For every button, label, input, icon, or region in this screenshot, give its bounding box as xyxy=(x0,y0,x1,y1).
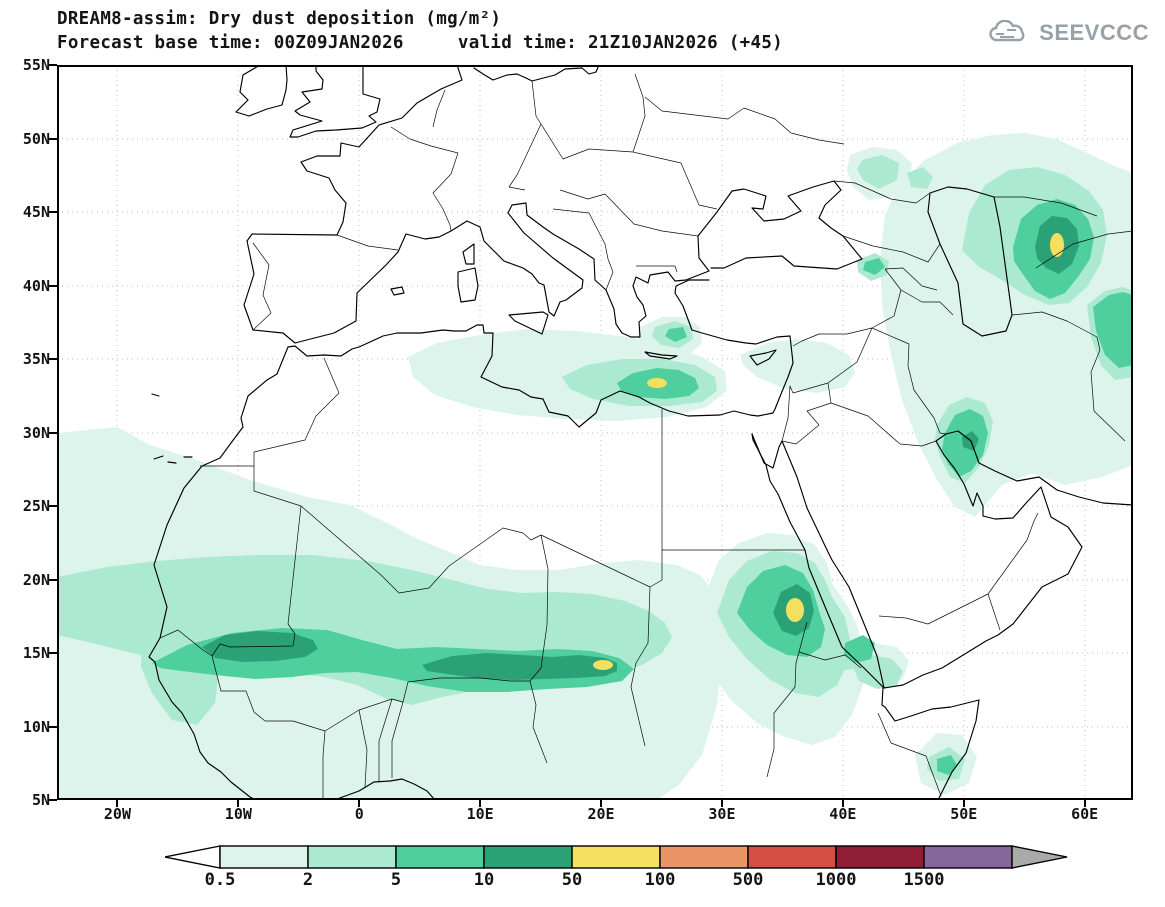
colorbar-segment xyxy=(571,845,661,869)
coastline-sinai xyxy=(751,433,783,469)
map xyxy=(57,65,1133,800)
island-cyprus xyxy=(749,349,777,366)
colorbar-segment xyxy=(923,845,1013,869)
colorbar-segment xyxy=(659,845,749,869)
x-axis-tick xyxy=(841,800,844,807)
y-axis-label: 10N xyxy=(22,717,50,736)
y-axis-label: 25N xyxy=(22,497,50,515)
y-axis-tick xyxy=(49,578,57,581)
y-axis-tick xyxy=(49,505,57,507)
y-axis-tick xyxy=(49,137,57,140)
coastline-horn-red-sea xyxy=(751,433,980,800)
coastline-baltic xyxy=(473,65,600,82)
y-axis-label: 30N xyxy=(22,423,50,442)
x-axis-tick xyxy=(720,800,723,807)
x-axis-label: 50E xyxy=(950,805,978,823)
y-axis-tick xyxy=(49,725,57,728)
x-axis-label: 20W xyxy=(103,805,131,823)
x-axis-tick xyxy=(237,800,240,807)
colorbar-segment xyxy=(835,845,925,869)
country-borders xyxy=(159,73,1133,799)
colorbar-segment xyxy=(395,845,485,869)
colorbar-value-label: 50 xyxy=(561,870,583,890)
x-axis-tick xyxy=(116,800,119,807)
island-corsica xyxy=(462,243,475,265)
y-axis-label: 5N xyxy=(31,791,50,809)
y-axis-label: 40N xyxy=(22,276,50,295)
island-mallorca xyxy=(390,286,405,296)
x-axis-tick xyxy=(358,800,361,807)
y-axis-tick xyxy=(49,799,57,801)
x-axis-tick xyxy=(962,800,965,807)
colorbar-value-label: 10 xyxy=(473,870,495,890)
y-axis-tick xyxy=(49,652,57,654)
y-axis-label: 55N xyxy=(22,56,50,74)
coastline-anatolia-north xyxy=(710,255,863,270)
colorbar-value-label: 1500 xyxy=(903,870,945,890)
cloud-icon xyxy=(989,20,1025,42)
island-sardinia xyxy=(457,267,479,303)
coastline-arabia-gulf xyxy=(781,430,1133,689)
colorbar-right-arrow xyxy=(1011,845,1068,869)
islands-canaries xyxy=(151,393,193,464)
colorbar-value-label: 0.5 xyxy=(204,870,236,890)
x-axis-label: 60E xyxy=(1071,805,1099,823)
colorbar-value-label: 2 xyxy=(302,870,314,890)
y-axis-label: 35N xyxy=(22,350,50,368)
x-axis-tick xyxy=(1083,800,1086,807)
coastline-guinea-gulf xyxy=(298,778,436,800)
colorbar-value-label: 500 xyxy=(732,870,764,890)
coastline-britain xyxy=(289,65,381,138)
coastline-ireland xyxy=(235,65,288,117)
logo-text: SEEVCCC xyxy=(1039,20,1149,45)
colorbar xyxy=(165,845,1068,869)
dust-level-5 xyxy=(593,233,1064,670)
y-axis-tick xyxy=(49,64,57,66)
chart-title: DREAM8-assim: Dry dust deposition (mg/m²… xyxy=(57,9,502,29)
islands xyxy=(151,243,777,464)
x-axis-label: 10E xyxy=(466,805,494,823)
seevccc-logo: SEEVCCC xyxy=(988,20,1149,46)
colorbar-value-label: 5 xyxy=(390,870,402,890)
y-axis-label: 15N xyxy=(22,644,50,662)
plot-border xyxy=(57,65,1133,800)
x-axis-tick xyxy=(600,800,603,807)
colorbar-segment xyxy=(219,845,309,869)
colorbar-segment xyxy=(307,845,397,869)
x-axis-tick xyxy=(479,800,482,807)
x-axis-label: 40E xyxy=(829,805,857,823)
colorbar-value-label: 100 xyxy=(644,870,676,890)
y-axis-tick xyxy=(49,284,57,287)
colorbar-segment xyxy=(483,845,573,869)
colorbar-value-label: 1000 xyxy=(815,870,857,890)
y-axis-label: 20N xyxy=(22,570,50,589)
colorbar-left-arrow xyxy=(165,845,221,869)
y-axis-tick xyxy=(49,211,57,213)
x-axis-label: 0 xyxy=(354,805,364,823)
y-axis-label: 50N xyxy=(22,129,50,148)
colorbar-segment xyxy=(747,845,837,869)
x-axis-label: 10W xyxy=(224,805,252,823)
dust-contours xyxy=(57,133,1133,800)
y-axis-label: 45N xyxy=(22,203,50,221)
y-axis-tick xyxy=(49,358,57,360)
y-axis-tick xyxy=(49,431,57,434)
coastline-africa-north-west xyxy=(148,279,794,800)
island-sicily xyxy=(508,311,549,335)
x-axis-label: 30E xyxy=(708,805,736,823)
coastline-europe xyxy=(243,65,863,344)
x-axis-label: 20E xyxy=(587,805,615,823)
island-crete xyxy=(644,351,678,360)
chart-subtitle: Forecast base time: 00Z09JAN2026 valid t… xyxy=(57,33,784,53)
